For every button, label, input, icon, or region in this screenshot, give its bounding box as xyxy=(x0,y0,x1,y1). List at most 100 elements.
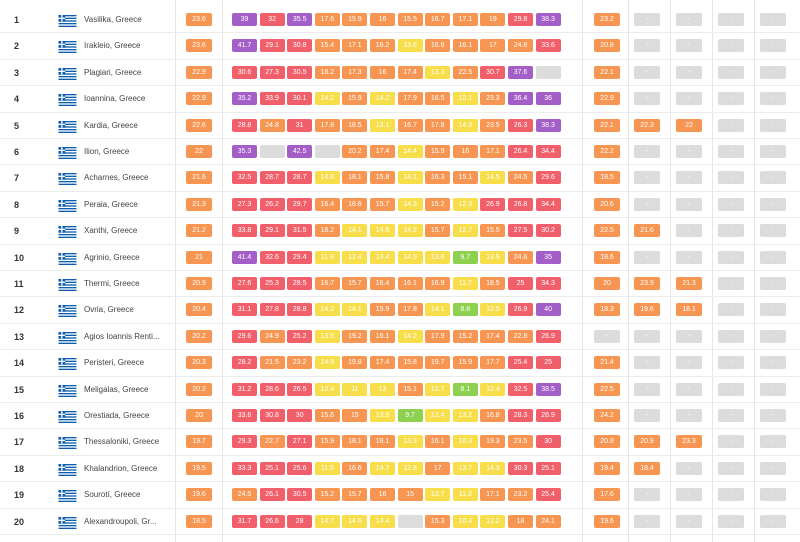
month-value-cell: 12.4 xyxy=(480,382,506,396)
rank-number: 8 xyxy=(14,199,20,210)
table-row[interactable]: 2 Irakleio, Greece 23.6 41.7 29.1 30.8 15.4 17.… xyxy=(0,33,800,60)
table-row[interactable]: 4 Ioannina, Greece 22.9 35.2 33.9 30.1 14.2 15.… xyxy=(0,86,800,113)
month-value-cell: 14.7 xyxy=(314,514,340,528)
table-row[interactable]: 8 Peraia, Greece 21.3 27.3 26.2 29.7 16.4 18.6 1… xyxy=(0,192,800,219)
city-link[interactable]: Thermi, Greece xyxy=(84,279,140,288)
month-value-cell: 24.8 xyxy=(508,39,533,53)
year-value-cell: 20 xyxy=(594,277,620,290)
table-row[interactable]: 11 Thermi, Greece 20.9 27.6 25.3 28.5 16.7 15.7… xyxy=(0,271,800,298)
greece-flag-icon xyxy=(58,146,77,159)
month-value-cell: 30.5 xyxy=(287,65,313,79)
greece-flag-icon xyxy=(58,278,77,291)
table-row[interactable]: 12 Ovria, Greece 20.4 31.1 27.8 28.8 14.2 14.1 1… xyxy=(0,297,800,324)
city-link[interactable]: Sourotí, Greece xyxy=(84,490,141,500)
month-value-cell: 25 xyxy=(508,277,533,290)
month-value-cell: 25.2 xyxy=(287,329,313,343)
table-row[interactable]: 1 Vasilika, Greece 23.6 39 32 35.5 17.6 15.9 16 1… xyxy=(0,7,800,34)
table-row[interactable]: 5 Kardia, Greece 22.6 28.8 24.8 31 17.8 18.5 13.… xyxy=(0,113,800,139)
month-value-cell: 13.9 xyxy=(370,409,395,422)
month-value-cell: 27.6 xyxy=(232,277,257,290)
month-value-cell: 17.1 xyxy=(480,488,506,502)
greece-flag-icon xyxy=(58,252,77,265)
table-row[interactable]: 14 Peristeri, Greece 20.3 28.2 21.5 23.2 14.9 1… xyxy=(0,350,800,377)
city-link[interactable]: Thessaloniki, Greece xyxy=(84,437,160,447)
rank-number: 13 xyxy=(14,331,25,342)
city-link[interactable]: Agrinio, Greece xyxy=(84,252,140,262)
month-value-cell: 24.8 xyxy=(259,118,285,132)
month-value-cell: 14.1 xyxy=(342,303,368,317)
city-link[interactable]: Alexandroupoli, Gr... xyxy=(84,516,157,526)
extra-value-cell: - xyxy=(718,329,744,343)
extra-value-cell: - xyxy=(634,382,660,396)
extra-value-cell: - xyxy=(760,461,786,475)
city-link[interactable]: Kardia, Greece xyxy=(84,120,138,130)
month-value-cell: 15.7 xyxy=(342,277,368,290)
greece-flag-icon xyxy=(58,225,77,239)
table-row[interactable]: 6 Ilion, Greece 22 35.3 42.5 20.2 17.4 14.4 15.9… xyxy=(0,139,800,166)
table-row[interactable]: 19 Sourotí, Greece 19.6 24.5 26.1 30.5 15.2 15.… xyxy=(0,482,800,509)
month-value-cell: 15.9 xyxy=(314,435,340,449)
city-link[interactable]: Vasilika, Greece xyxy=(84,15,142,24)
city-link[interactable]: Peristeri, Greece xyxy=(84,358,145,368)
year-value-cell: 18.3 xyxy=(594,303,620,317)
city-link[interactable]: Orestiada, Greece xyxy=(84,411,150,420)
month-value-cell: 19 xyxy=(480,13,506,26)
month-value-cell: 11.3 xyxy=(452,488,478,502)
month-value-cell: 17.4 xyxy=(370,145,395,158)
extra-value-cell: 22 xyxy=(676,118,702,132)
month-value-cell: 18.2 xyxy=(314,224,340,238)
month-value-cell: 25 xyxy=(535,356,561,370)
city-link[interactable]: Khalandrion, Greece xyxy=(84,463,158,473)
month-value-cell: 19.7 xyxy=(425,356,451,370)
table-row[interactable]: 10 Agrinio, Greece 21 41.4 32.6 29.4 11.9 12.4 1… xyxy=(0,245,800,271)
average-value-cell: 21.6 xyxy=(186,171,212,185)
rank-number: 10 xyxy=(14,252,25,263)
year-value-cell: 24.2 xyxy=(594,409,620,422)
month-value-cell: 13.7 xyxy=(425,488,451,502)
table-row[interactable]: 20 Alexandroupoli, Gr... 18.5 31.7 26.6 28 14.… xyxy=(0,509,800,535)
table-row[interactable]: 18 Khalandrion, Greece 19.5 33.3 25.1 25.6 11.… xyxy=(0,456,800,483)
extra-value-cell: - xyxy=(676,39,702,53)
table-row[interactable]: 16 Orestiada, Greece 20 33.6 30.8 30 15.6 15 13.… xyxy=(0,403,800,430)
table-row[interactable]: 7 Acharnes, Greece 21.6 32.5 28.7 28.7 14.6 18.… xyxy=(0,165,800,192)
month-value-cell: 19.3 xyxy=(480,435,506,449)
month-value-cell: 16 xyxy=(370,13,395,26)
city-link[interactable]: Plagiari, Greece xyxy=(84,67,142,77)
month-value-cell: 30.1 xyxy=(287,92,313,106)
month-value-cell: 18.2 xyxy=(314,65,340,79)
extra-value-cell: 18.1 xyxy=(676,303,702,317)
table-row[interactable]: 13 Agios Ioannis Renti... 20.2 29.6 24.9 25.2… xyxy=(0,324,800,351)
city-link[interactable]: Agios Ioannis Renti... xyxy=(84,331,160,341)
month-value-cell: 12.2 xyxy=(480,514,506,528)
average-value-cell: 20.3 xyxy=(186,356,212,370)
average-value-cell: 19.6 xyxy=(186,488,212,502)
table-row[interactable]: 9 Xanthi, Greece 21.2 33.8 29.1 31.5 18.2 14.1 1… xyxy=(0,218,800,245)
column-divider xyxy=(175,0,176,542)
table-row[interactable]: 3 Plagiari, Greece 22.9 30.6 27.3 30.5 18.2 17.… xyxy=(0,60,800,87)
month-value-cell: 18 xyxy=(508,514,533,528)
month-value-cell: 15.7 xyxy=(370,197,395,211)
month-value-cell: 16.7 xyxy=(397,118,423,132)
year-value-cell: 22.1 xyxy=(594,118,620,132)
month-value-cell: 30.8 xyxy=(287,39,313,53)
month-value-cell: 29.6 xyxy=(535,171,561,185)
city-link[interactable]: Ovria, Greece xyxy=(84,305,134,315)
city-link[interactable]: Ioannina, Greece xyxy=(84,94,146,104)
month-value-cell: 30.8 xyxy=(259,409,285,422)
month-value-cell: 20.2 xyxy=(342,145,368,158)
city-link[interactable]: Irakleio, Greece xyxy=(84,41,141,51)
city-link[interactable]: Acharnes, Greece xyxy=(84,173,149,183)
extra-value-cell: - xyxy=(718,488,744,502)
extra-value-cell: - xyxy=(634,65,660,79)
city-link[interactable]: Xanthi, Greece xyxy=(84,226,138,236)
month-value-cell: 30.6 xyxy=(232,65,257,79)
table-row[interactable]: 17 Thessaloniki, Greece 19.7 29.3 22.7 27.1 15… xyxy=(0,429,800,456)
table-row[interactable]: 15 Meligalas, Greece 20.2 31.2 28.6 26.5 12.4 1… xyxy=(0,377,800,403)
city-link[interactable]: Ilion, Greece xyxy=(84,147,130,156)
city-link[interactable]: Meligalas, Greece xyxy=(84,384,149,394)
city-link[interactable]: Peraia, Greece xyxy=(84,199,138,209)
month-value-cell: 31.5 xyxy=(287,224,313,238)
month-value-cell: 19.8 xyxy=(342,356,368,370)
extra-value-cell: - xyxy=(760,39,786,53)
